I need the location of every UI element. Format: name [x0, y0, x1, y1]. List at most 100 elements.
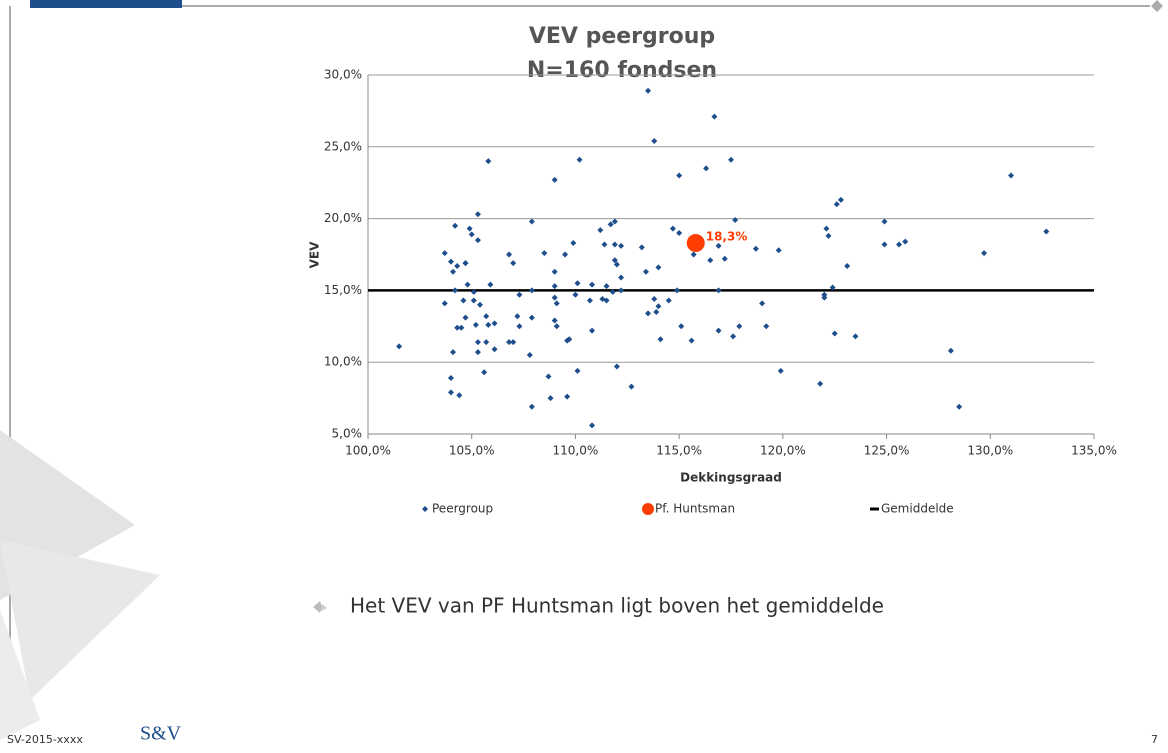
logo-shape [0, 540, 160, 700]
point [516, 323, 523, 330]
point [676, 229, 683, 236]
y-tick-label: 20,0% [324, 211, 362, 225]
point [551, 268, 558, 275]
point [831, 330, 838, 337]
point [601, 241, 608, 248]
point [574, 367, 581, 374]
y-tick-label: 15,0% [324, 283, 362, 297]
point [752, 245, 759, 252]
point [759, 300, 766, 307]
point [551, 176, 558, 183]
point [396, 343, 403, 350]
logo-shape [0, 610, 40, 740]
point [881, 241, 888, 248]
point [956, 403, 963, 410]
point [450, 268, 457, 275]
page-number: 7 [1151, 733, 1158, 746]
point [715, 327, 722, 334]
point [653, 308, 660, 315]
point [487, 281, 494, 288]
point [833, 201, 840, 208]
point [485, 321, 492, 328]
legend-label: Gemiddelde [881, 502, 954, 516]
x-tick-label: 135,0% [1071, 444, 1117, 458]
point [510, 260, 517, 267]
point [611, 218, 618, 225]
point [715, 287, 722, 294]
bullet-text: Het VEV van PF Huntsman ligt boven het g… [350, 594, 884, 618]
point [450, 349, 457, 356]
point [823, 225, 830, 232]
point [628, 383, 635, 390]
point [441, 250, 448, 257]
point [454, 262, 461, 269]
point [447, 374, 454, 381]
point [526, 352, 533, 359]
point [642, 268, 649, 275]
point [454, 324, 461, 331]
point [510, 339, 517, 346]
point [570, 240, 577, 247]
rule-diamond [1151, 0, 1163, 12]
point [452, 222, 459, 229]
point [447, 389, 454, 396]
point [474, 237, 481, 244]
point [763, 323, 770, 330]
point [460, 297, 467, 304]
point [651, 296, 658, 303]
x-axis-label: Dekkingsgraad [680, 471, 782, 485]
x-tick-label: 115,0% [656, 444, 702, 458]
point [736, 323, 743, 330]
point [609, 288, 616, 295]
point [825, 232, 832, 239]
point [547, 395, 554, 402]
footer-logo: S&V [140, 723, 182, 745]
point [775, 247, 782, 254]
point [553, 300, 560, 307]
point [837, 196, 844, 203]
point [721, 255, 728, 262]
point [730, 333, 737, 340]
point [491, 346, 498, 353]
point [618, 242, 625, 249]
point [618, 274, 625, 281]
data-label: 18,3% [706, 230, 748, 244]
x-tick-label: 100,0% [345, 444, 391, 458]
point [642, 503, 654, 515]
point [528, 314, 535, 321]
point [506, 339, 513, 346]
point [676, 172, 683, 179]
point [462, 260, 469, 267]
point [852, 333, 859, 340]
point [1043, 228, 1050, 235]
point [474, 211, 481, 218]
point [483, 339, 490, 346]
point [516, 291, 523, 298]
point [541, 250, 548, 257]
point [564, 393, 571, 400]
x-tick-label: 120,0% [760, 444, 806, 458]
point [528, 218, 535, 225]
point [881, 218, 888, 225]
point [481, 369, 488, 376]
point [665, 297, 672, 304]
point [690, 251, 697, 258]
point [1008, 172, 1015, 179]
point [844, 262, 851, 269]
point [732, 217, 739, 224]
chart-subtitle: N=160 fondsen [527, 58, 717, 83]
point [551, 317, 558, 324]
point [545, 373, 552, 380]
point [477, 301, 484, 308]
point [669, 225, 676, 232]
point [474, 339, 481, 346]
point [618, 287, 625, 294]
point [441, 300, 448, 307]
chart-title: VEV peergroup [529, 24, 715, 49]
x-tick-label: 105,0% [449, 444, 495, 458]
point [611, 241, 618, 248]
point [586, 297, 593, 304]
y-axis-label: VEV [308, 241, 322, 268]
